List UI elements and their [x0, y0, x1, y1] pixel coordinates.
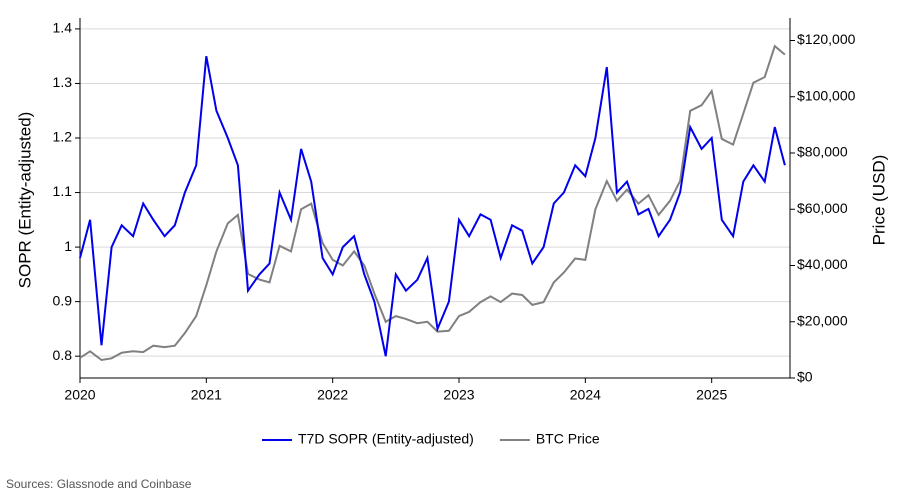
- y-tick-label: 1.3: [53, 74, 73, 90]
- x-tick-label: 2024: [570, 387, 601, 403]
- y2-tick-label: $0: [797, 369, 813, 385]
- y-tick-label: 1.4: [53, 20, 73, 36]
- y2-tick-label: $100,000: [797, 87, 856, 103]
- y-tick-label: 0.9: [53, 292, 73, 308]
- series-line: [79, 56, 786, 357]
- y2-axis-title: Price (USD): [869, 155, 888, 246]
- y-axis-title: SOPR (Entity-adjusted): [15, 112, 34, 289]
- y2-tick-label: $120,000: [797, 31, 856, 47]
- series-line: [79, 44, 786, 362]
- y-tick-label: 1: [64, 238, 72, 254]
- x-tick-label: 2022: [317, 387, 348, 403]
- x-tick-label: 2020: [64, 387, 95, 403]
- y-tick-label: 1.1: [53, 183, 73, 199]
- x-tick-label: 2021: [191, 387, 222, 403]
- y2-tick-label: $80,000: [797, 144, 848, 160]
- x-tick-label: 2025: [696, 387, 727, 403]
- y-tick-label: 0.8: [53, 347, 73, 363]
- legend-label: T7D SOPR (Entity-adjusted): [298, 431, 474, 447]
- source-note: Sources: Glassnode and Coinbase: [6, 477, 192, 491]
- y2-tick-label: $40,000: [797, 256, 848, 272]
- y2-tick-label: $20,000: [797, 312, 848, 328]
- y-tick-label: 1.2: [53, 129, 73, 145]
- x-tick-label: 2023: [443, 387, 474, 403]
- legend-label: BTC Price: [536, 431, 600, 447]
- y2-tick-label: $60,000: [797, 200, 848, 216]
